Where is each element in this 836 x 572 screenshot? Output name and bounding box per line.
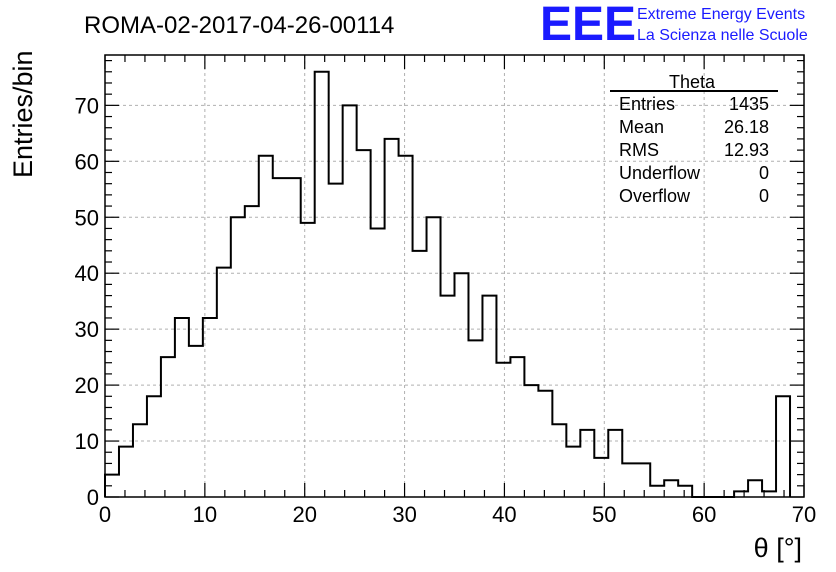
stats-row-label: Mean — [619, 117, 664, 137]
x-tick-label: 70 — [792, 502, 816, 527]
histogram-bin — [315, 72, 329, 497]
x-tick-label: 60 — [692, 502, 716, 527]
y-tick-label: 0 — [87, 485, 99, 510]
y-tick-label: 40 — [75, 261, 99, 286]
y-tick-label: 60 — [75, 149, 99, 174]
y-tick-label: 30 — [75, 317, 99, 342]
x-axis-label: θ [°] — [754, 533, 802, 563]
histogram-bin — [329, 184, 343, 497]
y-tick-label: 10 — [75, 429, 99, 454]
y-tick-label: 50 — [75, 205, 99, 230]
histogram-bin — [441, 296, 455, 497]
histogram-bin — [566, 447, 580, 497]
logo-line-1: Extreme Energy Events — [637, 6, 805, 23]
histogram-bin — [399, 156, 413, 497]
plot-frame — [104, 54, 805, 498]
histogram-bin — [231, 217, 245, 497]
histogram-bin — [776, 396, 790, 497]
x-tick-label: 30 — [392, 502, 416, 527]
histogram-bin — [161, 357, 175, 497]
histogram-bin — [510, 357, 524, 497]
stats-row-value: 12.93 — [724, 140, 769, 160]
grid — [105, 55, 804, 497]
histogram-bin — [385, 139, 399, 497]
histogram-bin — [245, 206, 259, 497]
histogram-bin — [650, 486, 664, 497]
histogram-bin — [217, 268, 231, 497]
stats-row-label: Entries — [619, 94, 675, 114]
histogram-bin — [678, 486, 692, 497]
histogram-bin — [748, 480, 762, 497]
x-tick-label: 20 — [292, 502, 316, 527]
histogram-bins — [105, 72, 790, 497]
histogram-bin — [552, 424, 566, 497]
histogram-bin — [357, 150, 371, 497]
stats-row-value: 0 — [759, 163, 769, 183]
histogram-bin — [343, 105, 357, 497]
chart-title: ROMA-02-2017-04-26-00114 — [84, 12, 394, 39]
stats-row-value: 1435 — [729, 94, 769, 114]
histogram-bin — [189, 346, 203, 497]
histogram-bin — [608, 430, 622, 497]
logo-eee-letters: EEE — [540, 0, 636, 51]
y-axis-label: Entries/bin — [8, 50, 38, 178]
stats-row-label: Underflow — [619, 163, 701, 183]
stats-rows: Entries 1435 Mean 26.18 RMS 12.93 Underflow 0 Ov… — [619, 94, 769, 206]
eee-logo: EEE Extreme Energy Events La Scienza nel… — [540, 0, 808, 51]
x-tick-labels: 0 10 20 30 40 50 60 70 — [99, 502, 816, 527]
histogram-bin — [636, 463, 650, 497]
axis-ticks — [104, 55, 805, 498]
logo-line-2: La Scienza nelle Scuole — [637, 27, 808, 44]
y-tick-label: 70 — [75, 93, 99, 118]
stats-row-label: Overflow — [619, 186, 691, 206]
histogram-bin — [259, 156, 273, 497]
histogram-bin — [119, 447, 133, 497]
histogram-series-theta — [104, 70, 792, 498]
histogram-bin — [175, 318, 189, 497]
histogram-bin — [468, 340, 482, 497]
histogram-bin — [301, 223, 315, 497]
histogram-bin — [482, 296, 496, 497]
y-tick-labels: 0 10 20 30 40 50 60 70 — [75, 93, 99, 510]
histogram-bin — [664, 480, 678, 497]
histogram-bin — [273, 178, 287, 497]
histogram-bin — [496, 363, 510, 497]
x-tick-label: 10 — [193, 502, 217, 527]
x-tick-label: 50 — [592, 502, 616, 527]
histogram-bin — [594, 458, 608, 497]
histogram-bin — [287, 178, 301, 497]
stats-row-label: RMS — [619, 140, 659, 160]
histogram-bin — [371, 228, 385, 497]
x-tick-label: 40 — [492, 502, 516, 527]
stats-box-title: Theta — [669, 72, 716, 92]
stats-row-value: 26.18 — [724, 117, 769, 137]
histogram-bin — [133, 424, 147, 497]
x-tick-label: 0 — [99, 502, 111, 527]
histogram-bin — [147, 396, 161, 497]
histogram-bin — [413, 251, 427, 497]
histogram-bin — [427, 217, 441, 497]
stats-box: Theta Entries 1435 Mean 26.18 RMS 12.93 Underf… — [610, 72, 778, 206]
y-tick-label: 20 — [75, 373, 99, 398]
stats-row-value: 0 — [759, 186, 769, 206]
histogram-bin — [538, 391, 552, 497]
histogram-bin — [580, 430, 594, 497]
